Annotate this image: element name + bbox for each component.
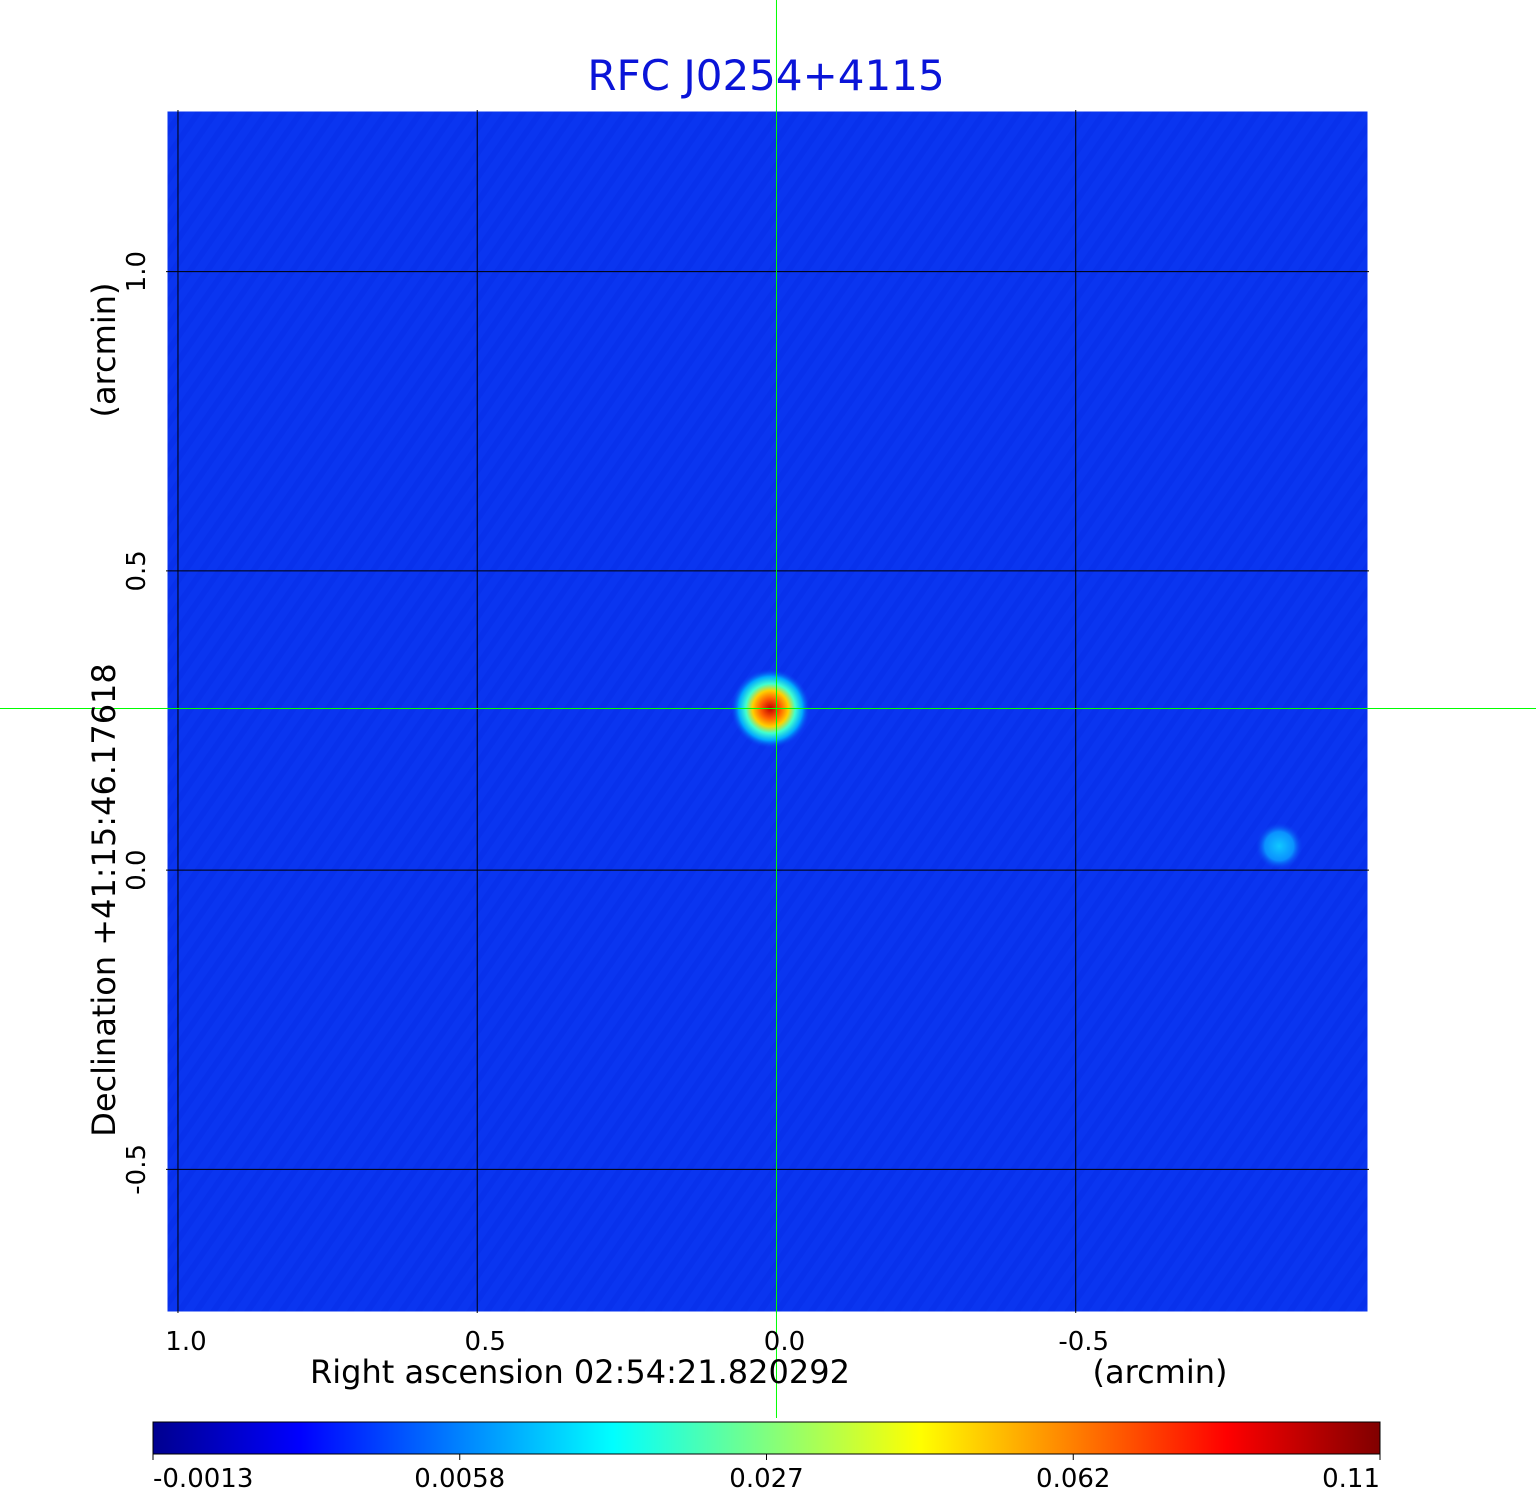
- y-tick-label: 0.5: [122, 550, 152, 591]
- x-axis-unit: (arcmin): [1093, 1353, 1228, 1391]
- chart-title: RFC J0254+4115: [587, 51, 944, 100]
- crosshair: [0, 0, 1536, 1418]
- colorbar-ticks: -0.0013 0.0058 0.027 0.062 0.11: [152, 1454, 1381, 1494]
- y-tick-label: -0.5: [122, 1144, 152, 1195]
- x-tick-labels: 1.0 0.5 0.0 -0.5: [165, 1327, 1109, 1357]
- secondary-source: [1255, 822, 1304, 871]
- x-tick-label: 0.5: [465, 1327, 506, 1357]
- image-frame: [164, 108, 1371, 1315]
- y-tick-labels: 1.0 0.5 0.0 -0.5: [122, 251, 152, 1195]
- y-axis-label: Declination +41:15:46.17618: [85, 663, 123, 1137]
- x-tick-label: 1.0: [165, 1327, 206, 1357]
- y-tick-label: 1.0: [122, 251, 152, 292]
- colorbar-tick-label: 0.11: [1322, 1464, 1380, 1494]
- x-tick-label: -0.5: [1058, 1327, 1109, 1357]
- y-axis-unit: (arcmin): [85, 283, 123, 418]
- colorbar-tick-label: 0.027: [729, 1464, 803, 1494]
- y-tick-label: 0.0: [122, 849, 152, 890]
- colorbar: [152, 1421, 1381, 1455]
- colorbar-tick-label: -0.0013: [153, 1464, 253, 1494]
- colorbar-tick-label: 0.062: [1036, 1464, 1110, 1494]
- x-axis-label: Right ascension 02:54:21.820292: [310, 1353, 850, 1391]
- colorbar-tick-label: 0.0058: [414, 1464, 505, 1494]
- x-tick-label: 0.0: [764, 1327, 805, 1357]
